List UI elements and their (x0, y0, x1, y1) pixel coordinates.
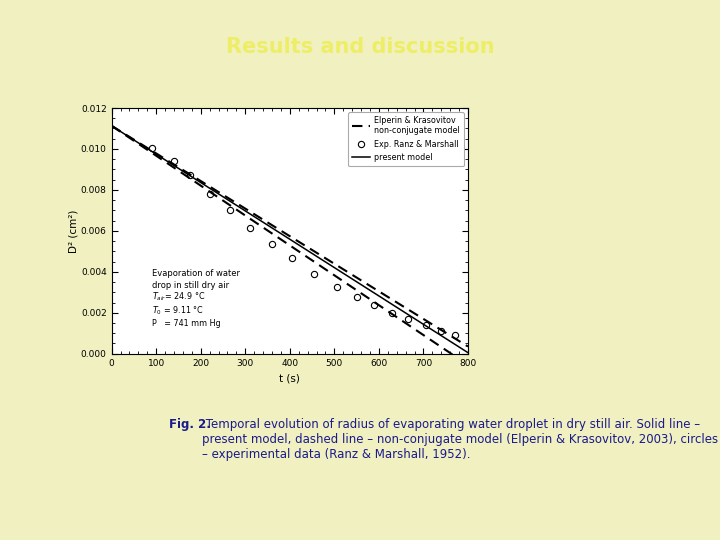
Y-axis label: D² (cm²): D² (cm²) (68, 209, 78, 253)
Text: Fig. 2.: Fig. 2. (168, 418, 211, 431)
Legend: Elperin & Krasovitov
non-conjugate model, Exp. Ranz & Marshall, present model: Elperin & Krasovitov non-conjugate model… (348, 112, 464, 166)
Text: $T_{air}$= 24.9 °C: $T_{air}$= 24.9 °C (152, 290, 205, 303)
Text: Temporal evolution of radius of evaporating water droplet in dry still air. Soli: Temporal evolution of radius of evaporat… (202, 418, 718, 461)
Text: P   = 741 mm Hg: P = 741 mm Hg (152, 319, 220, 328)
Text: Evaporation of water
drop in still dry air: Evaporation of water drop in still dry a… (152, 269, 240, 290)
Text: $T_0$ = 9.11 °C: $T_0$ = 9.11 °C (152, 305, 204, 317)
X-axis label: t (s): t (s) (279, 373, 300, 383)
Text: Results and discussion: Results and discussion (225, 37, 495, 57)
